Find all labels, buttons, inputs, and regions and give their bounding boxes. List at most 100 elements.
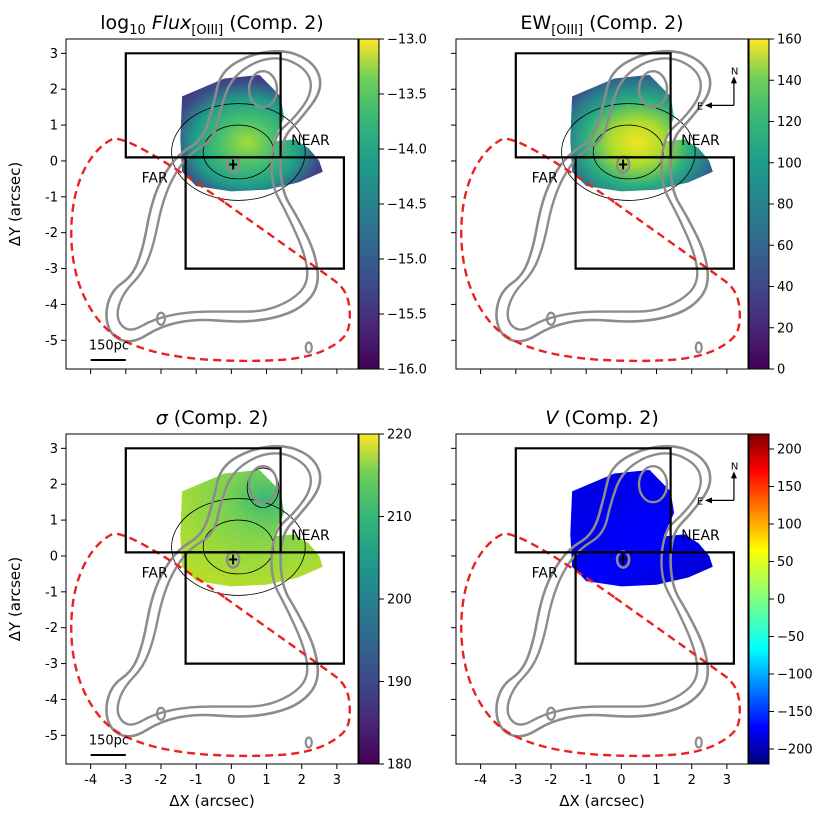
colorbar-tick-label: 150 — [777, 480, 802, 495]
colorbar-tick-label: −14.5 — [387, 198, 427, 213]
flux-contour-2 — [171, 498, 306, 596]
colorbar — [358, 433, 380, 765]
y-axis-label: ΔY (arcsec) — [6, 557, 24, 641]
compass-east-head — [704, 102, 712, 109]
y-tick-label: -2 — [45, 621, 58, 636]
colorbar-tick-label: 80 — [777, 198, 794, 213]
gray-contour-tiny — [304, 736, 313, 749]
gray-contour-small — [545, 706, 557, 721]
colorbar — [358, 38, 380, 370]
colorbar-tick-label: −50 — [777, 630, 804, 645]
panel-title: V (Comp. 2) — [545, 407, 659, 429]
colorbar-tick-label: 60 — [777, 239, 794, 254]
compass-north-head — [730, 76, 737, 84]
plot-frame — [65, 433, 359, 765]
y-tick-label: 1 — [50, 514, 58, 529]
compass-north-head — [730, 471, 737, 479]
plot-area — [70, 444, 351, 758]
compass-n: N — [731, 66, 738, 77]
label-far: FAR — [532, 565, 558, 581]
compass-east-head — [704, 497, 712, 504]
gray-contour-tiny — [694, 341, 703, 354]
gray-contour-outer — [105, 444, 322, 738]
y-tick-label: 2 — [50, 83, 58, 98]
emission-map — [570, 74, 713, 192]
colorbar-tick-label: 0 — [777, 593, 785, 608]
y-tick-label: -5 — [45, 334, 58, 349]
colorbar-tick-label: 140 — [777, 74, 802, 89]
red-dashed-region — [460, 137, 741, 363]
x-axis-label: ΔX (arcsec) — [169, 792, 255, 810]
compass-e: E — [697, 101, 703, 112]
y-tick-label: 3 — [50, 442, 58, 457]
y-tick-label: 0 — [50, 154, 58, 169]
gray-contour-outer — [105, 49, 322, 343]
nucleus-marker — [619, 554, 628, 565]
colorbar-tick-label: −15.0 — [387, 253, 427, 268]
plot-frame — [455, 433, 749, 765]
panel-2: NEAR FAR N E EW[OIII] (Comp. 2) 160 140 120 100 8… — [451, 12, 802, 378]
gray-contour-mid — [506, 57, 702, 331]
y-tick-label: 2 — [50, 478, 58, 493]
colorbar-tick-label: 160 — [777, 33, 802, 48]
colorbar-tick-label: −15.5 — [387, 308, 427, 323]
y-tick-label: -5 — [45, 729, 58, 744]
plot-area — [70, 49, 351, 363]
red-dashed-region — [70, 532, 351, 758]
label-near: NEAR — [291, 528, 330, 544]
gray-contour-mid — [116, 57, 312, 331]
y-tick-label: -4 — [45, 693, 58, 708]
x-tick-label: -4 — [474, 773, 487, 788]
far-box — [574, 156, 736, 270]
colorbar-tick-label: 220 — [387, 428, 412, 443]
y-tick-label: -2 — [45, 226, 58, 241]
gray-contour-knot — [637, 465, 669, 504]
x-tick-label: -1 — [190, 773, 203, 788]
gray-contour-mid — [116, 452, 312, 726]
colorbar-tick-label: 40 — [777, 280, 794, 295]
x-tick-label: 0 — [227, 773, 235, 788]
plot-frame — [65, 38, 359, 370]
red-dashed-region — [70, 137, 351, 363]
y-tick-label: -3 — [45, 262, 58, 277]
y-tick-label: 0 — [50, 549, 58, 564]
panel-title: EW[OIII] (Comp. 2) — [520, 12, 683, 38]
scalebar-label: 150pc — [89, 733, 129, 748]
panel-1: NEAR FAR 150pc 3 2 1 0 -1 -2 -3 -4 -5 ΔY (arcsec) log… — [6, 12, 427, 378]
y-tick-label: -1 — [45, 585, 58, 600]
x-tick-label: -2 — [545, 773, 558, 788]
plot-frame — [455, 38, 749, 370]
label-near: NEAR — [681, 528, 720, 544]
compass-n: N — [731, 461, 738, 472]
x-tick-label: 1 — [262, 773, 270, 788]
nucleus-marker — [619, 159, 628, 170]
colorbar-tick-label: 190 — [387, 675, 412, 690]
emission-map — [570, 469, 713, 587]
plot-area — [460, 444, 741, 758]
colorbar-tick-label: 0 — [777, 363, 785, 378]
label-near: NEAR — [681, 133, 720, 149]
far-box — [184, 551, 345, 665]
far-box — [574, 551, 736, 665]
gray-contour-tiny — [694, 736, 703, 749]
y-tick-label: -4 — [45, 298, 58, 313]
colorbar-tick-label: 210 — [387, 510, 412, 525]
emission-map — [180, 469, 323, 587]
gray-contour-mid — [506, 452, 702, 726]
colorbar-tick-label: 100 — [777, 156, 802, 171]
x-tick-label: 3 — [723, 773, 731, 788]
x-tick-label: 2 — [298, 773, 306, 788]
panel-4: NEAR FAR N E -4 -3 -2 -1 0 1 2 3 ΔX (arcsec) V (Comp.… — [451, 407, 813, 810]
compass-e: E — [697, 496, 703, 507]
label-far: FAR — [142, 170, 168, 186]
colorbar-tick-label: 100 — [777, 518, 802, 533]
colorbar-tick-label: −200 — [777, 743, 813, 758]
x-tick-label: -3 — [509, 773, 522, 788]
gray-contour-outer — [495, 49, 712, 343]
gray-contour-small — [155, 311, 167, 326]
colorbar-tick-label: −100 — [777, 668, 813, 683]
plot-area — [460, 49, 741, 363]
gray-contour-tiny — [304, 341, 313, 354]
